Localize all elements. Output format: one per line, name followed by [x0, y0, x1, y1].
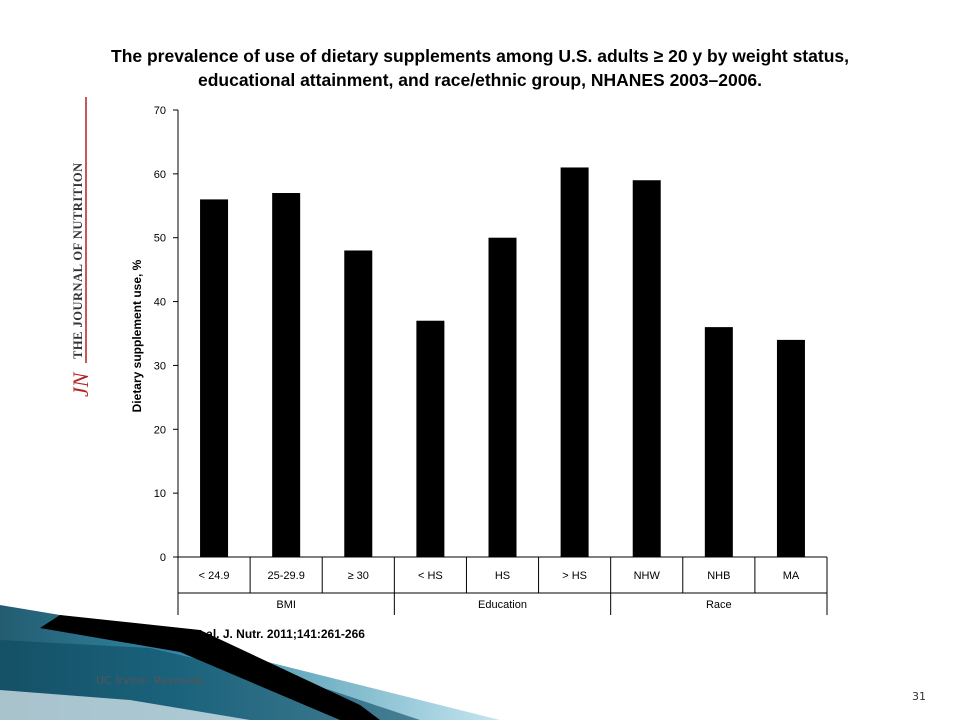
y-tick-label: 0 — [160, 552, 166, 564]
x-axis: < 24.9 25-29.9 ≥ 30 < HS HS > HS NHW NHB MA BMI Ed… — [177, 556, 828, 615]
y-tick-label: 30 — [154, 360, 166, 372]
x-tick-label: > HS — [562, 570, 587, 582]
x-tick-label: HS — [495, 570, 510, 582]
x-tick-label: MA — [783, 570, 800, 582]
x-tick-label: NHB — [707, 570, 730, 582]
bar-6 — [632, 180, 661, 557]
y-tick-label: 20 — [154, 424, 166, 436]
y-axis-label: Dietary supplement use, % — [130, 259, 144, 412]
group-label: BMI — [276, 599, 296, 611]
bars — [200, 167, 805, 557]
journal-logo: JN THE JOURNAL OF NUTRITION — [60, 92, 100, 402]
journal-logo-initials: JN — [68, 371, 93, 397]
x-tick-label: ≥ 30 — [348, 570, 369, 582]
y-tick-label: 10 — [154, 488, 166, 500]
y-tick-label: 70 — [154, 105, 166, 117]
group-label: Education — [478, 599, 527, 611]
x-tick-label: < HS — [418, 570, 443, 582]
bar-1 — [272, 193, 301, 557]
slide-title-line-2: educational attainment, and race/ethnic … — [197, 70, 763, 90]
journal-logo-graphic: JN THE JOURNAL OF NUTRITION — [68, 97, 93, 397]
journal-logo-text: THE JOURNAL OF NUTRITION — [71, 162, 85, 359]
x-tick-label: < 24.9 — [199, 570, 230, 582]
slide-title-line-1: The prevalence of use of dietary supplem… — [111, 46, 849, 66]
x-tick-label: NHW — [634, 570, 661, 582]
bar-8 — [776, 339, 805, 557]
footer-text: UC Irvine- Reynolds — [96, 674, 204, 687]
y-tick-label: 40 — [154, 297, 166, 309]
bar-3 — [416, 320, 445, 557]
x-tick-label: 25-29.9 — [268, 570, 305, 582]
group-label: Race — [706, 599, 732, 611]
bar-5 — [560, 167, 589, 557]
bar-4 — [488, 237, 517, 557]
page-number: 31 — [912, 690, 926, 703]
y-axis: 0 10 20 30 40 50 60 70 — [154, 105, 179, 564]
bar-2 — [344, 250, 373, 557]
y-tick-label: 50 — [154, 233, 166, 245]
y-tick-label: 60 — [154, 169, 166, 181]
bar-7 — [704, 327, 733, 557]
slide-title: The prevalence of use of dietary supplem… — [40, 44, 920, 92]
bar-0 — [200, 199, 229, 557]
citation: Bailey R L et al. J. Nutr. 2011;141:261-… — [131, 627, 365, 641]
